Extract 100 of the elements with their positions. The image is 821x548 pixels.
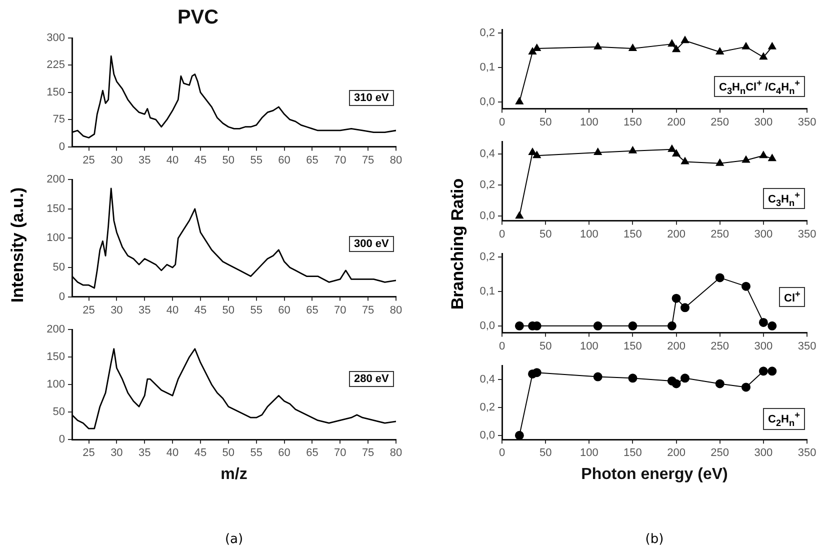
text: (b): [645, 532, 664, 547]
point: [628, 374, 638, 383]
x-tick-label: 40: [166, 154, 179, 166]
x-tick-label: 35: [138, 154, 151, 166]
x-tick-label: 100: [580, 116, 598, 128]
y-tick-label: 0,4: [480, 374, 495, 386]
annotation: Cl$^{+}$: [779, 287, 806, 307]
point: [759, 151, 768, 158]
x-axis-title: Photon energy (eV): [581, 466, 728, 483]
x-tick-label: 250: [710, 447, 730, 460]
y-axis-title: Intensity (a.u.): [8, 187, 28, 303]
x-tick-label: 80: [390, 154, 402, 166]
x-tick-label: 200: [667, 340, 686, 352]
point: [768, 42, 776, 50]
x-tick-label: 150: [624, 116, 642, 128]
x-tick-label: 55: [250, 154, 262, 166]
y-tick-label: 0,1: [480, 62, 495, 74]
point: [668, 40, 676, 47]
x-tick-label: 45: [194, 154, 207, 166]
x-tick-label: 50: [539, 228, 552, 240]
x-tick-label: 45: [194, 447, 207, 460]
point: [672, 294, 681, 303]
x-tick-label: 0: [498, 116, 506, 128]
point: [668, 144, 676, 152]
annotation: 310 eV: [349, 90, 394, 106]
point: [758, 366, 768, 376]
x-tick-label: 350: [798, 340, 816, 352]
point: [716, 158, 724, 166]
x-tick-label: 60: [278, 447, 290, 460]
point: [680, 374, 690, 383]
y-tick-label: 0,0: [480, 429, 495, 442]
x-tick-label: 350: [798, 116, 816, 128]
point: [758, 318, 768, 327]
x-tick-label: 65: [306, 154, 318, 166]
point: [628, 44, 637, 52]
x-tick-label: 100: [580, 447, 598, 460]
point: [593, 321, 602, 330]
x-tick-label: 25: [82, 304, 95, 316]
point: [593, 372, 602, 382]
point: [667, 321, 676, 330]
point: [768, 321, 777, 330]
x-tick-label: 50: [539, 340, 552, 352]
x-tick-label: 250: [710, 228, 730, 240]
annotation: 300 eV: [349, 236, 394, 252]
x-tick-label: 50: [539, 116, 552, 128]
x-tick-label: 350: [798, 447, 816, 460]
y-tick-label: 100: [46, 378, 65, 391]
y-tick-label: 0,2: [480, 179, 495, 192]
x-tick-label: 250: [710, 340, 730, 352]
y-tick-label: 200: [46, 324, 65, 336]
y-tick-label: 225: [46, 59, 65, 72]
x-tick-label: 75: [362, 447, 374, 460]
point: [672, 379, 681, 388]
x-tick-label: 55: [250, 447, 262, 460]
point: [514, 430, 524, 440]
x-tick-label: 50: [539, 447, 552, 460]
x-tick-label: 300: [754, 116, 773, 128]
x-tick-label: 200: [667, 228, 686, 240]
x-tick-label: 65: [306, 447, 318, 460]
x-tick-label: 300: [754, 228, 773, 240]
y-tick-label: 0,2: [480, 251, 495, 264]
x-tick-label: 200: [667, 116, 686, 128]
y-tick-label: 50: [52, 406, 65, 418]
x-tick-label: 35: [138, 447, 151, 460]
y-tick-label: 0,1: [480, 286, 495, 298]
x-tick-label: 0: [498, 340, 506, 352]
text: (a): [224, 532, 244, 547]
point: [515, 212, 524, 219]
point: [715, 379, 724, 388]
x-tick-label: 35: [138, 304, 151, 316]
x-tick-label: 100: [580, 340, 598, 352]
x-tick-label: 25: [82, 447, 95, 460]
x-tick-label: 150: [624, 447, 642, 460]
x-tick-label: 70: [334, 304, 346, 316]
point: [680, 303, 690, 312]
x-tick-label: 45: [194, 304, 207, 316]
x-tick-label: 75: [362, 154, 374, 166]
point: [742, 382, 750, 392]
point: [528, 148, 536, 155]
x-tick-label: 250: [710, 116, 730, 128]
x-tick-label: 60: [278, 154, 290, 166]
y-tick-label: 0,2: [480, 402, 495, 414]
x-tick-label: 60: [278, 304, 290, 316]
y-tick-label: 150: [46, 86, 65, 98]
point: [514, 321, 524, 330]
x-tick-label: 0: [498, 228, 506, 240]
x-tick-label: 300: [754, 447, 773, 460]
x-tick-label: 75: [362, 304, 374, 316]
x-tick-label: 25: [82, 154, 95, 166]
y-tick-label: 300: [46, 32, 65, 44]
x-tick-label: 65: [306, 304, 318, 316]
point: [628, 146, 637, 154]
x-tick-label: 200: [667, 447, 686, 460]
x-tick-label: 150: [624, 340, 642, 352]
x-tick-label: 50: [222, 447, 235, 460]
point: [742, 42, 750, 50]
y-tick-label: 0: [58, 140, 65, 153]
x-tick-label: 50: [222, 154, 235, 166]
x-tick-label: 100: [580, 228, 598, 240]
y-tick-label: 0,0: [480, 96, 495, 108]
